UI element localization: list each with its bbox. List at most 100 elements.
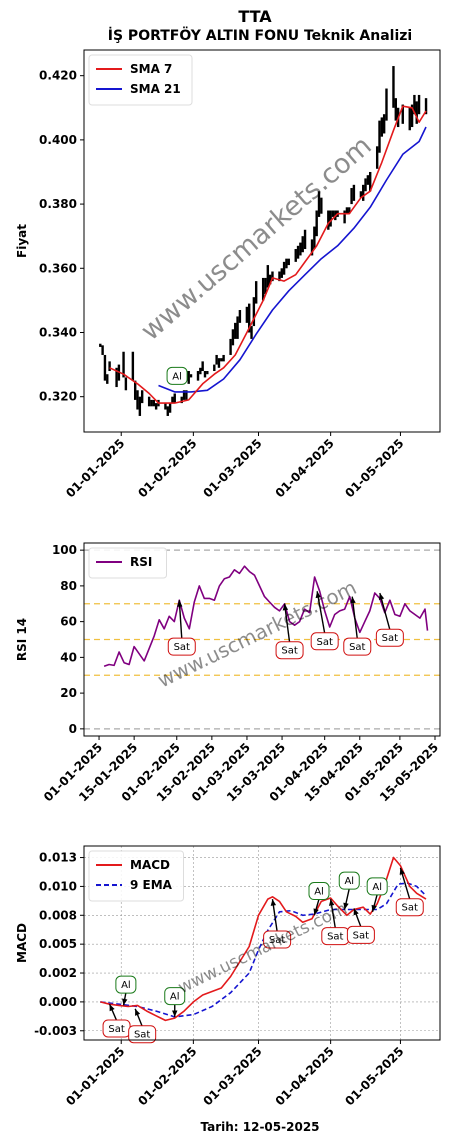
macd-ytick-label: -0.003 [34,1024,77,1038]
price-legend-box [88,54,193,106]
price-bar [382,114,386,134]
macd-signal-arrowhead [399,867,405,875]
price-bar [261,277,265,301]
price-bar [187,371,190,384]
macd-xtick-label: 01-04-2025 [273,1044,337,1108]
macd-signal-badge [366,877,388,896]
rsi-ytick-label: 40 [60,650,77,664]
price-xtick-label: 01-04-2025 [273,436,337,500]
price-bar [138,396,142,416]
price-bar [345,207,349,214]
price-bar [152,399,156,407]
rsi-signal-arrow [283,603,291,643]
macd-panel: -0.003 0.000 0.002 0.005 0.008 0.010 0.013 01-0… [15,845,441,1108]
price-bar [294,249,297,262]
price-bar [348,207,351,214]
macd-signal-badge [346,925,375,944]
rsi-ytick-label: 0 [69,722,77,736]
price-bar [394,98,397,121]
price-bar [201,361,204,372]
price-bar [131,351,135,381]
sma21-line [158,126,427,393]
price-ytick-label: 0.420 [39,69,77,83]
price-bar [287,258,290,266]
price-bar [171,396,174,404]
macd-signal-label: Sat [402,903,418,914]
price-bar [196,371,200,381]
price-xtick-label: 01-01-2025 [63,436,127,500]
price-bar [375,146,379,169]
rsi-ytick-label: 60 [60,615,77,629]
macd-signal-arrowhead [371,904,377,912]
price-bar [254,281,258,304]
price-bar [331,210,335,217]
price-bar [140,390,144,404]
price-bar [380,117,384,137]
rsi-panel: 02040608010001-01-202515-01-202501-02-20… [15,542,441,804]
price-bar [359,191,363,198]
rsi-signal-label: Sat [281,646,297,657]
macd-ytick-label: 0.002 [39,966,77,980]
price-bar [368,171,372,192]
price-bar [236,316,239,339]
price-bar [320,197,323,214]
price-bar [352,184,356,201]
macd-signal-label: Al [170,992,180,1003]
price-bar [327,210,330,230]
price-bar [278,271,281,282]
macd-signal-arrowhead [328,899,335,906]
price-bar [266,265,270,288]
macd-signal-label: Al [314,887,324,898]
macd-signal-label: Al [372,882,382,893]
price-bar [282,261,286,275]
price-ytick-label: 0.340 [39,325,77,339]
sma7-line [109,105,427,404]
macd-xtick-label: 01-03-2025 [200,1044,264,1108]
price-bar [417,94,421,115]
rsi-legend-box [88,547,167,579]
macd-signal-arrowhead [135,1008,141,1016]
macd-ytick-label: 0.010 [39,879,77,893]
price-bar [252,297,256,327]
macd-signal-badge [263,930,292,949]
rsi-signal-arrow [351,596,358,639]
price-bar [133,380,137,400]
price-bar [182,390,186,400]
price-bar [215,354,218,365]
macd-ytick-label: 0.013 [39,851,77,865]
price-bar [106,374,109,384]
rsi-legend-label: RSI [130,555,152,569]
price-bar [285,258,288,269]
price-bar [154,403,158,410]
ema9-line [100,882,427,1018]
price-bar [115,367,118,388]
rsi-signal-badge [343,637,372,656]
price-bar [203,371,207,378]
price-bar [103,354,107,381]
macd-signal-arrowhead [109,1004,115,1012]
price-bar [101,345,104,355]
price-bar [248,303,251,333]
price-bar [220,358,223,362]
price-bar [329,210,332,227]
macd-signal-arrowhead [172,1010,178,1017]
price-bar [122,351,125,378]
macd-xtick-label: 01-01-2025 [63,1044,127,1108]
price-bar [317,191,321,217]
macd-signal-label: Al [121,980,131,991]
macd-signal-badge [164,987,186,1006]
price-bar [385,88,388,121]
price-bar [264,277,267,294]
price-bar [199,367,202,375]
macd-signal-arrowhead [353,908,359,916]
price-xtick-label: 01-03-2025 [200,436,264,500]
rsi-line [103,565,429,668]
macd-signal-arrowhead [122,998,128,1006]
price-signal-label: Al [172,371,182,382]
rsi-signal-arrowhead [350,596,356,604]
rsi-frame [83,542,441,737]
price-bar [378,120,381,153]
macd-legend-box [88,850,184,902]
macd-signal-arrowhead [313,908,319,916]
rsi-signal-label: Sat [382,633,398,644]
